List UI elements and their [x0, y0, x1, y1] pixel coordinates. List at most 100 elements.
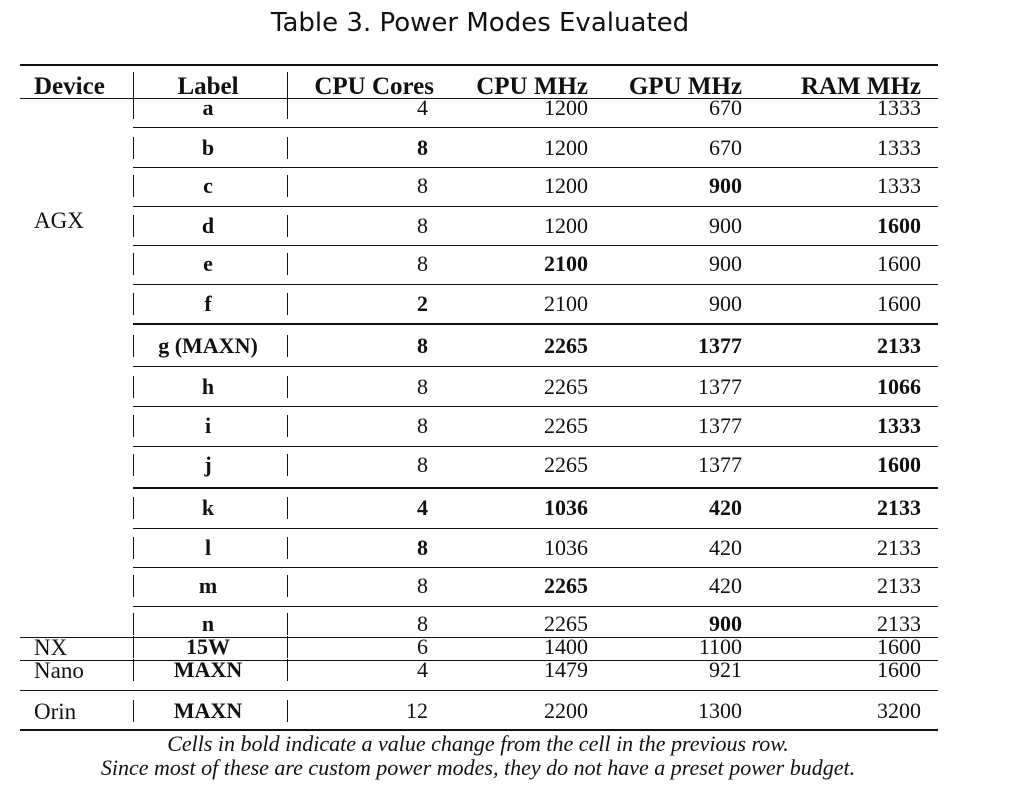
ram-mhz-cell: 2133 [877, 611, 921, 636]
label-cell: n [201, 611, 215, 636]
column-separator [287, 415, 288, 437]
cpu-cores-cell: 8 [417, 611, 428, 636]
cpu-mhz-cell: 1036 [544, 495, 588, 520]
column-separator [133, 415, 134, 437]
column-separator [133, 454, 134, 476]
header-cpu-cores: CPU Cores [314, 73, 434, 100]
gpu-mhz-cell: 670 [709, 135, 742, 160]
cpu-mhz-cell: 2200 [544, 698, 588, 723]
gpu-mhz-cell: 900 [709, 213, 742, 238]
ram-mhz-cell: 2133 [877, 535, 921, 560]
ram-mhz-cell: 1600 [877, 634, 921, 659]
gpu-mhz-cell: 420 [709, 573, 742, 598]
cpu-mhz-cell: 2100 [544, 251, 588, 276]
ram-mhz-cell: 1333 [877, 95, 921, 120]
column-separator [287, 293, 288, 315]
row-rule [133, 487, 938, 489]
column-separator [133, 636, 134, 658]
column-separator [287, 335, 288, 357]
cpu-cores-cell: 6 [417, 634, 428, 659]
cpu-cores-cell: 8 [417, 251, 428, 276]
device-cell: AGX [34, 208, 84, 233]
column-separator [133, 253, 134, 275]
cpu-cores-cell: 8 [417, 573, 428, 598]
row-rule [133, 406, 938, 407]
ram-mhz-cell: 1600 [877, 251, 921, 276]
cpu-mhz-cell: 1400 [544, 634, 588, 659]
header-device: Device [34, 73, 105, 100]
row-rule [133, 206, 938, 207]
cpu-cores-cell: 8 [417, 213, 428, 238]
cpu-cores-cell: 8 [417, 535, 428, 560]
column-separator [287, 215, 288, 237]
cpu-mhz-cell: 2265 [544, 452, 588, 477]
cpu-mhz-cell: 1200 [544, 173, 588, 198]
cpu-cores-cell: 12 [406, 698, 428, 723]
cpu-cores-cell: 2 [417, 291, 428, 316]
row-rule [133, 446, 938, 447]
ram-mhz-cell: 1333 [877, 173, 921, 198]
gpu-mhz-cell: 1100 [698, 634, 742, 659]
ram-mhz-cell: 1066 [877, 374, 921, 399]
ram-mhz-cell: 1600 [877, 657, 921, 682]
column-separator [287, 537, 288, 559]
column-separator [133, 497, 134, 519]
gpu-mhz-cell: 900 [709, 291, 742, 316]
cpu-mhz-cell: 2265 [544, 611, 588, 636]
column-separator [133, 293, 134, 315]
row-rule [20, 637, 938, 638]
column-separator [133, 215, 134, 237]
gpu-mhz-cell: 1377 [698, 452, 742, 477]
ram-mhz-cell: 1600 [877, 213, 921, 238]
label-cell: c [203, 173, 213, 198]
column-separator [287, 497, 288, 519]
ram-mhz-cell: 3200 [877, 698, 921, 723]
cpu-cores-cell: 4 [417, 657, 428, 682]
cpu-mhz-cell: 1200 [544, 213, 588, 238]
table-footnote-2: Since most of these are custom power mod… [100, 755, 856, 780]
cpu-mhz-cell: 2100 [544, 291, 588, 316]
cpu-cores-cell: 8 [417, 333, 428, 358]
gpu-mhz-cell: 1377 [698, 333, 742, 358]
column-separator [133, 700, 134, 722]
row-rule [133, 167, 938, 168]
cpu-mhz-cell: 1200 [544, 95, 588, 120]
ram-mhz-cell: 1333 [877, 413, 921, 438]
column-separator [287, 97, 288, 119]
row-rule [133, 528, 938, 529]
cpu-mhz-cell: 2265 [544, 573, 588, 598]
cpu-cores-cell: 8 [417, 135, 428, 160]
label-cell: d [201, 213, 215, 238]
label-cell: l [204, 535, 212, 560]
cpu-mhz-cell: 2265 [544, 374, 588, 399]
gpu-mhz-cell: 420 [709, 535, 742, 560]
ram-mhz-cell: 2133 [877, 333, 921, 358]
cpu-cores-cell: 8 [417, 374, 428, 399]
cpu-mhz-cell: 1479 [544, 657, 588, 682]
ram-mhz-cell: 2133 [877, 573, 921, 598]
row-rule [133, 567, 938, 568]
column-separator [287, 137, 288, 159]
gpu-mhz-cell: 900 [709, 173, 742, 198]
gpu-mhz-cell: 1300 [698, 698, 742, 723]
column-separator [287, 376, 288, 398]
cpu-cores-cell: 4 [417, 495, 428, 520]
column-separator [133, 613, 134, 635]
column-separator [287, 613, 288, 635]
column-separator [287, 700, 288, 722]
row-rule [133, 366, 938, 367]
table-top-rule [20, 64, 938, 66]
label-cell: 15W [186, 634, 230, 659]
row-rule [133, 323, 938, 325]
label-cell: i [204, 413, 212, 438]
device-cell: Nano [34, 658, 84, 683]
row-rule [133, 245, 938, 246]
cpu-cores-cell: 8 [417, 173, 428, 198]
table-footnote-1: Cells in bold indicate a value change fr… [167, 731, 789, 756]
column-separator [287, 175, 288, 197]
cpu-mhz-cell: 2265 [544, 413, 588, 438]
column-separator [287, 659, 288, 681]
gpu-mhz-cell: 420 [709, 495, 742, 520]
gpu-mhz-cell: 900 [709, 611, 742, 636]
label-cell: k [201, 495, 215, 520]
